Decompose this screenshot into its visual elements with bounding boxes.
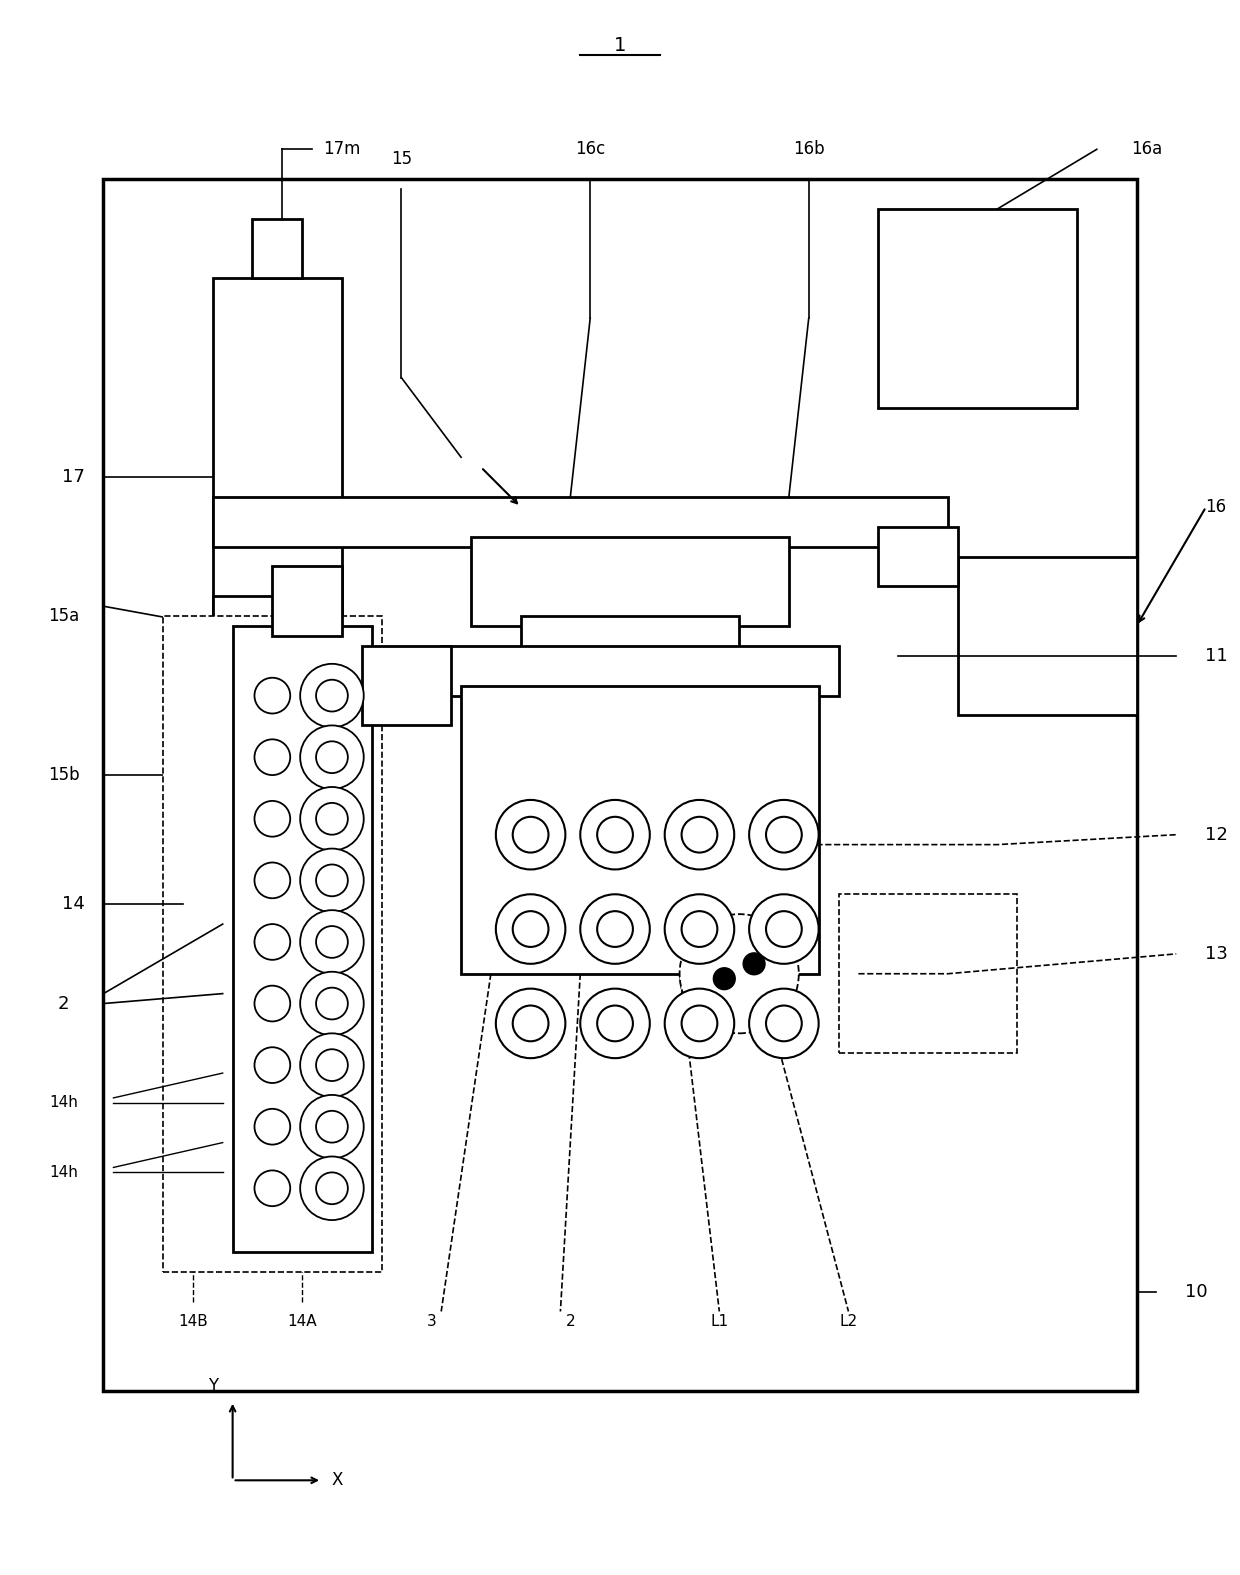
Text: 13: 13 <box>1204 945 1228 962</box>
Circle shape <box>496 989 565 1058</box>
Bar <box>441 646 838 696</box>
Bar <box>233 627 372 1252</box>
Text: 16c: 16c <box>575 140 605 159</box>
Text: L1: L1 <box>711 1314 728 1329</box>
Circle shape <box>300 910 363 973</box>
Circle shape <box>665 895 734 964</box>
Bar <box>957 556 1137 715</box>
Circle shape <box>316 680 348 712</box>
Circle shape <box>316 865 348 896</box>
Circle shape <box>665 800 734 869</box>
Circle shape <box>665 989 734 1058</box>
Bar <box>362 646 451 726</box>
Circle shape <box>743 953 765 975</box>
Text: Y: Y <box>207 1377 218 1395</box>
Bar <box>213 597 293 696</box>
Circle shape <box>580 800 650 869</box>
Circle shape <box>682 1005 718 1041</box>
Text: 14: 14 <box>62 895 86 913</box>
Circle shape <box>316 988 348 1019</box>
Text: 17m: 17m <box>324 140 361 159</box>
Circle shape <box>316 1110 348 1142</box>
Bar <box>164 616 382 1271</box>
Bar <box>521 616 739 685</box>
Circle shape <box>580 989 650 1058</box>
Bar <box>461 685 818 973</box>
Bar <box>471 537 789 627</box>
Text: 12: 12 <box>1204 825 1228 844</box>
Circle shape <box>512 817 548 852</box>
Circle shape <box>682 817 718 852</box>
Text: L2: L2 <box>839 1314 858 1329</box>
Circle shape <box>254 1170 290 1206</box>
Circle shape <box>598 912 632 947</box>
Circle shape <box>749 989 818 1058</box>
Circle shape <box>713 967 735 989</box>
Bar <box>213 498 947 547</box>
Circle shape <box>254 986 290 1022</box>
Circle shape <box>316 1172 348 1205</box>
Circle shape <box>496 895 565 964</box>
Circle shape <box>300 849 363 912</box>
Circle shape <box>254 1109 290 1145</box>
Circle shape <box>254 863 290 898</box>
Circle shape <box>300 726 363 789</box>
Text: 16: 16 <box>1205 498 1226 517</box>
Text: 15a: 15a <box>48 606 79 625</box>
Text: 16a: 16a <box>1131 140 1162 159</box>
Circle shape <box>682 912 718 947</box>
Circle shape <box>749 800 818 869</box>
Bar <box>878 209 1076 408</box>
Circle shape <box>766 817 802 852</box>
Circle shape <box>254 677 290 713</box>
Circle shape <box>496 800 565 869</box>
Text: 14h: 14h <box>50 1095 78 1110</box>
Circle shape <box>300 1156 363 1221</box>
Bar <box>273 567 342 636</box>
Text: 2: 2 <box>58 994 69 1013</box>
Text: X: X <box>331 1471 342 1490</box>
Text: 14A: 14A <box>288 1314 317 1329</box>
Circle shape <box>598 1005 632 1041</box>
Circle shape <box>254 1047 290 1084</box>
Circle shape <box>316 803 348 835</box>
Bar <box>213 279 342 756</box>
Text: 2: 2 <box>565 1314 575 1329</box>
Circle shape <box>766 1005 802 1041</box>
Circle shape <box>680 913 799 1033</box>
Circle shape <box>316 926 348 958</box>
Circle shape <box>300 1095 363 1159</box>
Text: 3: 3 <box>427 1314 436 1329</box>
Bar <box>878 526 957 586</box>
Text: 14h: 14h <box>50 1166 78 1180</box>
Circle shape <box>766 912 802 947</box>
Circle shape <box>300 1033 363 1096</box>
Circle shape <box>300 663 363 728</box>
Circle shape <box>316 742 348 773</box>
Text: 17: 17 <box>62 468 86 487</box>
Text: 11: 11 <box>1204 647 1228 665</box>
Circle shape <box>254 802 290 836</box>
Circle shape <box>512 912 548 947</box>
Circle shape <box>316 1049 348 1080</box>
Circle shape <box>580 895 650 964</box>
Circle shape <box>512 1005 548 1041</box>
Text: 16b: 16b <box>792 140 825 159</box>
Circle shape <box>598 817 632 852</box>
Bar <box>838 895 1017 1054</box>
Text: 14B: 14B <box>179 1314 208 1329</box>
Circle shape <box>300 788 363 850</box>
Text: 1: 1 <box>614 36 626 55</box>
Bar <box>103 180 1137 1391</box>
Circle shape <box>300 972 363 1035</box>
Text: 15b: 15b <box>48 765 79 784</box>
Bar <box>471 676 789 756</box>
Text: 15: 15 <box>391 150 412 169</box>
Circle shape <box>254 925 290 959</box>
Circle shape <box>749 895 818 964</box>
Text: 10: 10 <box>1184 1282 1208 1301</box>
Bar <box>253 219 303 279</box>
Circle shape <box>254 739 290 775</box>
